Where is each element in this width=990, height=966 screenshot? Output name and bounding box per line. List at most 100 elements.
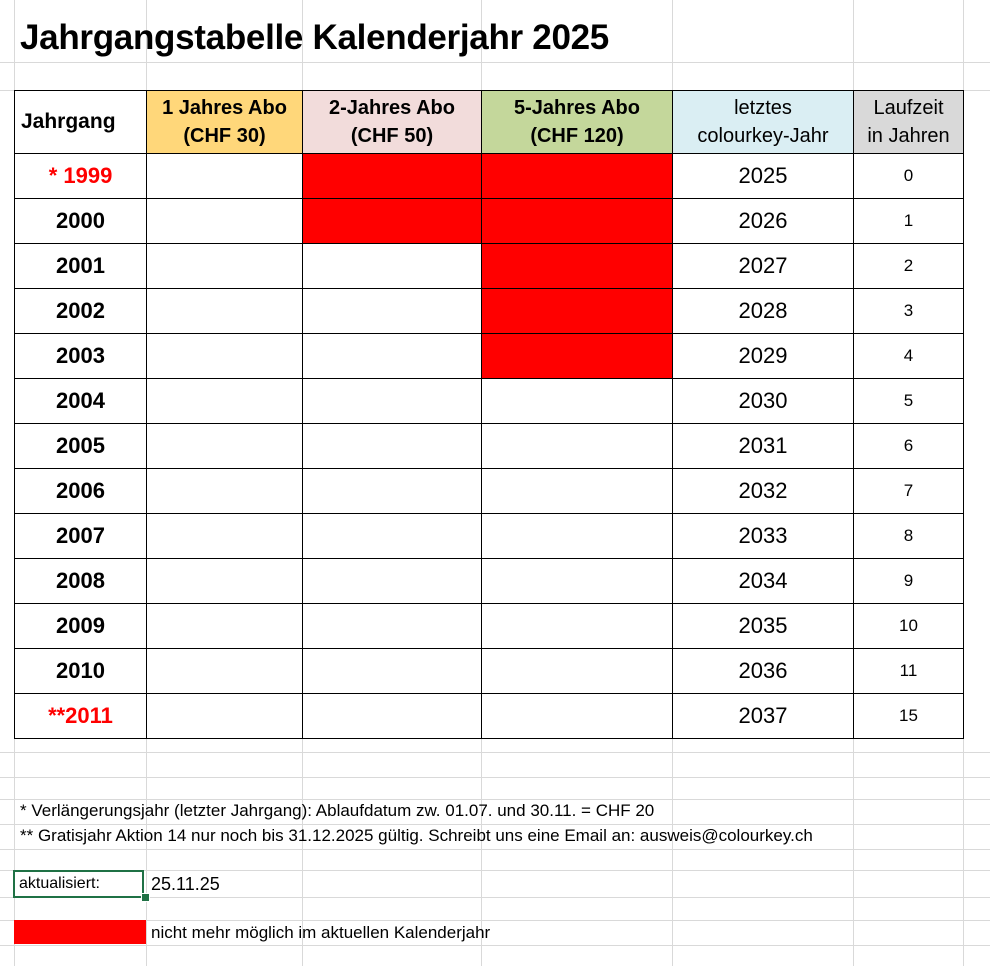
cell-abo5[interactable] [481,693,673,739]
cell-last-year[interactable]: 2028 [672,288,854,334]
cell-last-year[interactable]: 2030 [672,378,854,424]
updated-label-cell[interactable]: aktualisiert: [13,870,144,898]
header-last-line1: letztes [734,97,792,119]
table-row: 2000 2026 1 [14,198,964,244]
cell-year[interactable]: 2003 [14,333,147,379]
table-row: 2006 2032 7 [14,468,964,514]
cell-last-year[interactable]: 2034 [672,558,854,604]
header-runtime[interactable]: Laufzeit in Jahren [853,90,964,154]
cell-abo1[interactable] [146,648,303,694]
cell-abo1[interactable] [146,243,303,289]
cell-runtime[interactable]: 4 [853,333,964,379]
cell-year[interactable]: 2005 [14,423,147,469]
cell-runtime[interactable]: 15 [853,693,964,739]
cell-year[interactable]: **2011 [14,693,147,739]
cell-year[interactable]: 2008 [14,558,147,604]
cell-abo5[interactable] [481,513,673,559]
cell-abo2[interactable] [302,243,482,289]
cell-abo2-unavailable[interactable] [302,198,482,244]
cell-abo5-unavailable[interactable] [481,198,673,244]
header-abo5[interactable]: 5-Jahres Abo (CHF 120) [481,90,673,154]
cell-abo1[interactable] [146,423,303,469]
cell-abo1[interactable] [146,468,303,514]
cell-abo5[interactable] [481,648,673,694]
cell-runtime[interactable]: 3 [853,288,964,334]
cell-runtime[interactable]: 9 [853,558,964,604]
cell-year[interactable]: 2004 [14,378,147,424]
cell-runtime[interactable]: 8 [853,513,964,559]
cell-abo1[interactable] [146,288,303,334]
cell-abo1[interactable] [146,603,303,649]
cell-abo1[interactable] [146,333,303,379]
cell-last-year[interactable]: 2033 [672,513,854,559]
cell-abo1[interactable] [146,558,303,604]
table-row: 2002 2028 3 [14,288,964,334]
cell-abo2-unavailable[interactable] [302,153,482,199]
cell-runtime[interactable]: 5 [853,378,964,424]
cell-abo5[interactable] [481,423,673,469]
cell-year[interactable]: 2000 [14,198,147,244]
cell-last-year[interactable]: 2025 [672,153,854,199]
cell-year[interactable]: 2007 [14,513,147,559]
cell-year[interactable]: 2002 [14,288,147,334]
cell-last-year[interactable]: 2027 [672,243,854,289]
cell-abo2[interactable] [302,468,482,514]
cell-abo2[interactable] [302,288,482,334]
cell-year[interactable]: 2010 [14,648,147,694]
cell-abo5-unavailable[interactable] [481,243,673,289]
cell-last-year[interactable]: 2037 [672,693,854,739]
legend-red-swatch [14,920,146,944]
cell-abo2[interactable] [302,558,482,604]
header-abo1[interactable]: 1 Jahres Abo (CHF 30) [146,90,303,154]
cell-last-year[interactable]: 2035 [672,603,854,649]
cell-abo1[interactable] [146,513,303,559]
cell-abo2[interactable] [302,693,482,739]
cell-abo2[interactable] [302,423,482,469]
cell-last-year[interactable]: 2031 [672,423,854,469]
cell-runtime[interactable]: 10 [853,603,964,649]
cell-abo1[interactable] [146,198,303,244]
cell-last-year[interactable]: 2032 [672,468,854,514]
header-row: Jahrgang 1 Jahres Abo (CHF 30) 2-Jahres … [14,90,964,154]
cell-abo2[interactable] [302,378,482,424]
updated-label: aktualisiert: [19,875,100,892]
cell-runtime[interactable]: 11 [853,648,964,694]
legend-text: nicht mehr möglich im aktuellen Kalender… [151,923,491,942]
cell-abo5-unavailable[interactable] [481,153,673,199]
footnote-renewal: * Verlängerungsjahr (letzter Jahrgang): … [20,801,655,820]
cell-last-year[interactable]: 2029 [672,333,854,379]
cell-runtime[interactable]: 2 [853,243,964,289]
cell-abo2[interactable] [302,648,482,694]
cell-abo1[interactable] [146,693,303,739]
cell-abo5[interactable] [481,558,673,604]
cell-runtime[interactable]: 7 [853,468,964,514]
cell-runtime[interactable]: 1 [853,198,964,244]
cell-abo5[interactable] [481,603,673,649]
table-row: 2009 2035 10 [14,603,964,649]
cell-year[interactable]: 2006 [14,468,147,514]
cell-abo5-unavailable[interactable] [481,333,673,379]
header-last-year[interactable]: letztes colourkey-Jahr [672,90,854,154]
table-row: 2003 2029 4 [14,333,964,379]
cell-abo1[interactable] [146,153,303,199]
cell-year[interactable]: * 1999 [14,153,147,199]
cell-abo5[interactable] [481,378,673,424]
cell-abo1[interactable] [146,378,303,424]
cell-abo2[interactable] [302,603,482,649]
cell-year[interactable]: 2009 [14,603,147,649]
cell-abo2[interactable] [302,333,482,379]
cell-year[interactable]: 2001 [14,243,147,289]
cell-abo5-unavailable[interactable] [481,288,673,334]
fill-handle[interactable] [141,893,150,902]
cell-abo5[interactable] [481,468,673,514]
cell-last-year[interactable]: 2026 [672,198,854,244]
header-year[interactable]: Jahrgang [14,90,147,154]
cell-last-year[interactable]: 2036 [672,648,854,694]
header-run-line1: Laufzeit [873,97,944,119]
cell-abo2[interactable] [302,513,482,559]
updated-value[interactable]: 25.11.25 [151,874,220,894]
cell-runtime[interactable]: 6 [853,423,964,469]
cell-runtime[interactable]: 0 [853,153,964,199]
header-abo2[interactable]: 2-Jahres Abo (CHF 50) [302,90,482,154]
table-row: **2011 2037 15 [14,693,964,739]
